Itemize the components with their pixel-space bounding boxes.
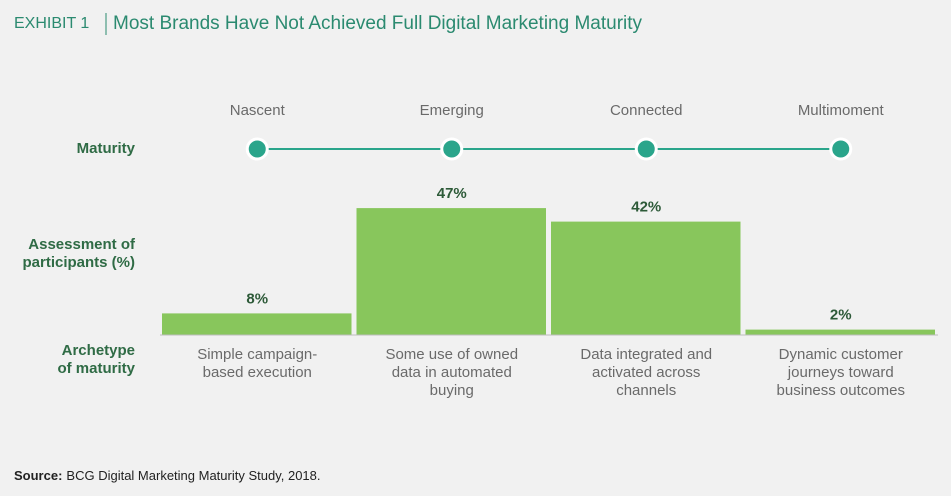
exhibit-label: EXHIBIT 1 <box>14 15 89 32</box>
value-label: 8% <box>246 290 268 307</box>
category-label: Connected <box>610 102 683 119</box>
row-label: Assessment of <box>28 236 136 253</box>
row-label: Maturity <box>77 140 136 157</box>
row-label: Archetype <box>62 342 135 359</box>
archetype-label: activated across <box>592 364 700 381</box>
category-label: Emerging <box>420 102 484 119</box>
archetype-label: business outcomes <box>777 382 905 399</box>
archetype-label: Simple campaign- <box>197 346 317 363</box>
archetype-label: channels <box>616 382 676 399</box>
archetype-label: journeys toward <box>787 364 894 381</box>
bar <box>745 329 935 335</box>
maturity-node <box>634 137 658 161</box>
archetype-label: buying <box>430 382 474 399</box>
maturity-node <box>829 137 853 161</box>
category-label: Nascent <box>230 102 286 119</box>
source-label: Source: <box>14 468 62 483</box>
maturity-node <box>440 137 464 161</box>
archetype-label: Some use of owned <box>385 346 518 363</box>
bar <box>551 221 741 335</box>
value-label: 47% <box>437 185 467 202</box>
source-text: BCG Digital Marketing Maturity Study, 20… <box>66 468 320 483</box>
bar <box>162 313 352 335</box>
row-label: of maturity <box>57 360 135 377</box>
chart-title: Most Brands Have Not Achieved Full Digit… <box>113 13 643 34</box>
archetype-label: Dynamic customer <box>779 346 903 363</box>
archetype-label: data in automated <box>392 364 512 381</box>
source: Source: BCG Digital Marketing Maturity St… <box>14 468 321 483</box>
bar <box>356 208 546 335</box>
category-label: Multimoment <box>798 102 885 119</box>
value-label: 42% <box>631 199 661 216</box>
archetype-label: based execution <box>203 364 312 381</box>
archetype-label: Data integrated and <box>580 346 712 363</box>
row-label: participants (%) <box>22 254 135 271</box>
value-label: 2% <box>830 307 852 324</box>
maturity-node <box>245 137 269 161</box>
